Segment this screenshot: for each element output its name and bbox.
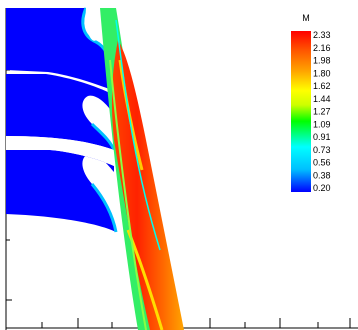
passage-flow-region <box>6 150 116 232</box>
stator-passage-2 <box>6 74 116 151</box>
channel-wall-streak <box>115 19 161 251</box>
colorbar-tick-label: 1.80 <box>313 68 331 78</box>
colorbar-tick-label: 0.56 <box>313 158 331 168</box>
colorbar-tick-label: 0.73 <box>313 145 331 155</box>
colorbar-tick-label: 1.62 <box>313 81 331 91</box>
stator-passage-3 <box>6 150 118 233</box>
colorbar-tick-label: 1.09 <box>313 119 331 129</box>
colorbar-tick-label: 2.16 <box>313 43 331 53</box>
colorbar-tick-label: 1.44 <box>313 94 331 104</box>
colorbar-tick-label: 1.27 <box>313 107 331 117</box>
colorbar-tick-labels: 2.33 2.16 1.98 1.80 1.62 1.44 1.27 1.09 0.91 0.73… <box>313 30 331 193</box>
stator-blade-2 <box>6 136 114 166</box>
colorbar-tick-label: 2.33 <box>313 30 331 40</box>
blade-wall-layer <box>90 183 118 233</box>
passage-flow-region <box>6 74 114 150</box>
outflow-channel <box>100 8 184 330</box>
legend-title: M <box>302 13 310 23</box>
colorbar-tick-label: 0.20 <box>313 183 331 193</box>
colorbar-tick-label: 0.38 <box>313 170 331 180</box>
colorbar-legend: M 2.33 2.16 1.98 1.80 1.62 1.44 1.27 1.09 0.91 0.… <box>291 13 331 193</box>
colorbar-tick-label: 0.91 <box>313 132 331 142</box>
colorbar-tick-label: 1.98 <box>313 56 331 66</box>
channel-wall-streak <box>109 59 147 330</box>
colorbar <box>291 31 311 192</box>
blade-wall-layer <box>90 122 116 151</box>
passage-flow-region <box>6 8 112 90</box>
